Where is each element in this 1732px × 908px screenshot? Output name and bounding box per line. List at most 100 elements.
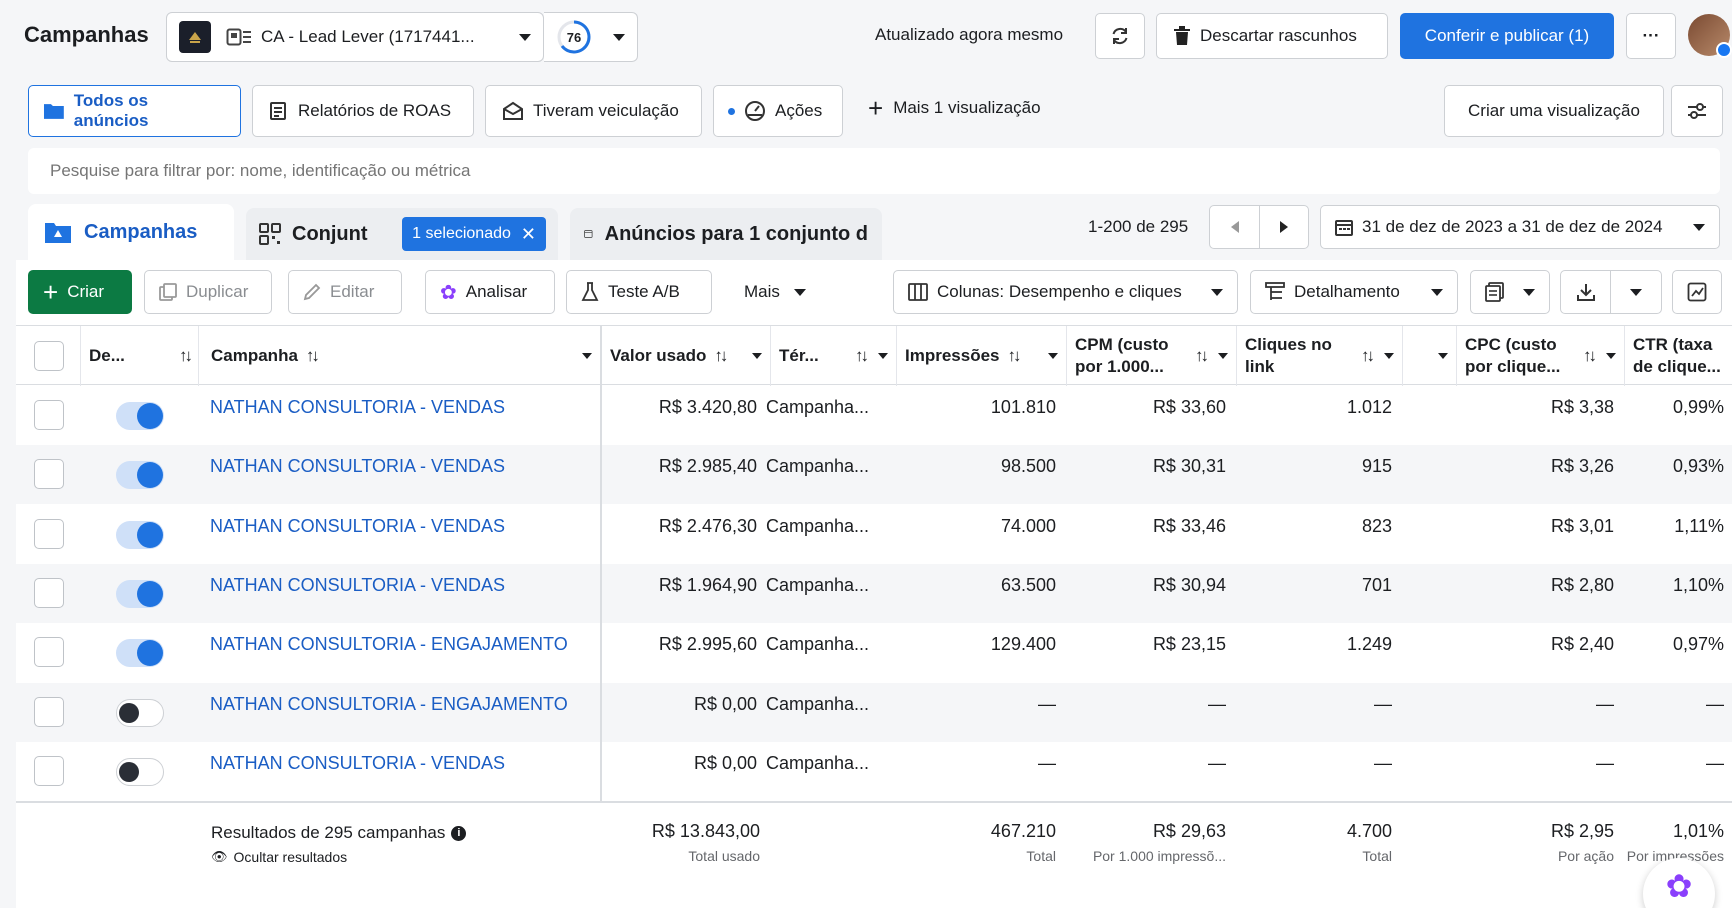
opportunity-score[interactable]: 76 bbox=[544, 12, 638, 62]
campaign-name-link[interactable]: NATHAN CONSULTORIA - VENDAS bbox=[210, 456, 506, 477]
delivery-toggle[interactable] bbox=[116, 579, 164, 608]
tab-ads[interactable]: Anúncios para 1 conjunto d bbox=[570, 208, 882, 260]
duplicate-button[interactable]: Duplicar bbox=[144, 270, 272, 314]
delivery-toggle[interactable] bbox=[116, 402, 164, 430]
ab-test-button[interactable]: Teste A/B bbox=[566, 270, 712, 314]
info-icon[interactable]: i bbox=[451, 825, 467, 841]
view-actions[interactable]: Ações bbox=[713, 85, 843, 137]
chevron-down-icon[interactable] bbox=[1611, 271, 1661, 313]
impressions-cell: — bbox=[1038, 693, 1056, 714]
table-row[interactable]: NATHAN CONSULTORIA - VENDAS R$ 0,00 Campan… bbox=[16, 741, 1732, 801]
row-checkbox[interactable] bbox=[34, 518, 64, 549]
header-link-clicks[interactable]: Cliques no link ↑↓ bbox=[1236, 326, 1402, 386]
charts-button[interactable] bbox=[1672, 270, 1722, 314]
chevron-down-icon bbox=[613, 33, 625, 41]
eye-off-icon: 👁 bbox=[211, 849, 228, 864]
update-status: Atualizado agora mesmo bbox=[875, 25, 1064, 44]
delivery-toggle[interactable] bbox=[116, 757, 164, 786]
end-cell: Campanha... bbox=[766, 693, 870, 714]
view-delivered[interactable]: Tiveram veiculação bbox=[485, 85, 702, 137]
campaign-name-link[interactable]: NATHAN CONSULTORIA - VENDAS bbox=[210, 574, 506, 595]
impressions-cell: 63.500 bbox=[1000, 574, 1056, 595]
create-view-button[interactable]: Criar uma visualização bbox=[1444, 85, 1664, 137]
table-row[interactable]: NATHAN CONSULTORIA - VENDAS R$ 2.985,40 Ca… bbox=[16, 445, 1732, 505]
header-campaign[interactable]: Campanha ↑↓ bbox=[198, 326, 600, 386]
header-end[interactable]: Tér... ↑↓ bbox=[770, 326, 896, 386]
link-clicks-cell: 915 bbox=[1361, 456, 1392, 477]
delivery-toggle[interactable] bbox=[116, 520, 164, 549]
table-row[interactable]: NATHAN CONSULTORIA - VENDAS R$ 1.964,90 Ca… bbox=[16, 563, 1732, 623]
reports-menu-button[interactable] bbox=[1470, 270, 1550, 314]
table-body: NATHAN CONSULTORIA - VENDAS R$ 3.420,80 Ca… bbox=[16, 386, 1732, 801]
cpm-cell: R$ 30,94 bbox=[1152, 574, 1226, 595]
delivery-toggle[interactable] bbox=[116, 461, 164, 490]
export-button[interactable] bbox=[1560, 270, 1662, 314]
search-bar[interactable] bbox=[28, 148, 1720, 194]
search-input[interactable] bbox=[28, 148, 1720, 194]
discard-drafts-button[interactable]: Descartar rascunhos bbox=[1156, 13, 1388, 59]
header-hidden-column[interactable] bbox=[1402, 326, 1456, 386]
account-selector[interactable]: CA - Lead Lever (1717441... bbox=[166, 12, 544, 62]
campaign-name-link[interactable]: NATHAN CONSULTORIA - ENGAJAMENTO bbox=[210, 634, 568, 655]
tab-adsets[interactable]: Conjunt 1 selecionado ✕ bbox=[246, 208, 558, 260]
campaign-name-link[interactable]: NATHAN CONSULTORIA - VENDAS bbox=[210, 752, 506, 773]
more-actions-button[interactable]: Mais bbox=[744, 282, 806, 302]
selected-badge[interactable]: 1 selecionado ✕ bbox=[402, 217, 546, 251]
table-row[interactable]: NATHAN CONSULTORIA - ENGAJAMENTO R$ 0,00 C… bbox=[16, 682, 1732, 742]
row-checkbox[interactable] bbox=[34, 577, 64, 608]
chart-icon bbox=[1687, 282, 1707, 302]
more-options-button[interactable]: ··· bbox=[1626, 13, 1676, 59]
header-spent[interactable]: Valor usado ↑↓ bbox=[600, 326, 770, 386]
view-all-ads-label: Todos os anúncios bbox=[73, 91, 149, 130]
filter-settings-button[interactable] bbox=[1671, 85, 1723, 137]
sliders-icon bbox=[1688, 103, 1706, 119]
adset-grid-icon bbox=[259, 223, 281, 245]
row-checkbox[interactable] bbox=[34, 400, 64, 430]
campaign-name-link[interactable]: NATHAN CONSULTORIA - ENGAJAMENTO bbox=[210, 693, 568, 714]
columns-selector[interactable]: Colunas: Desempenho e cliques bbox=[893, 270, 1238, 314]
view-delivered-label: Tiveram veiculação bbox=[533, 101, 679, 120]
sort-icon: ↑↓ bbox=[855, 346, 869, 365]
ai-assistant-button[interactable]: ✿ bbox=[1643, 858, 1715, 908]
delivery-toggle[interactable] bbox=[116, 698, 164, 727]
table-row[interactable]: NATHAN CONSULTORIA - ENGAJAMENTO R$ 2.995… bbox=[16, 623, 1732, 683]
date-range-picker[interactable]: 31 de dez de 2023 a 31 de dez de 2024 bbox=[1320, 205, 1720, 249]
header-cpm[interactable]: CPM (custo por 1.000... ↑↓ bbox=[1066, 326, 1236, 386]
header-cpc[interactable]: CPC (custo por clique... ↑↓ bbox=[1456, 326, 1624, 386]
chevron-left-icon bbox=[1210, 206, 1260, 248]
close-icon[interactable]: ✕ bbox=[520, 223, 536, 244]
table-row[interactable]: NATHAN CONSULTORIA - VENDAS R$ 3.420,80 Ca… bbox=[16, 386, 1732, 445]
total-cpc: R$ 2,95 Por ação bbox=[1550, 821, 1614, 864]
add-view-button[interactable]: + Mais 1 visualização bbox=[868, 95, 1041, 121]
sort-icon: ↑↓ bbox=[1195, 346, 1209, 365]
breakdown-selector[interactable]: Detalhamento bbox=[1250, 270, 1458, 314]
view-roas-reports[interactable]: Relatórios de ROAS bbox=[252, 85, 474, 137]
row-checkbox[interactable] bbox=[34, 696, 64, 727]
add-view-label: Mais 1 visualização bbox=[893, 98, 1041, 117]
campaign-name-link[interactable]: NATHAN CONSULTORIA - VENDAS bbox=[210, 397, 506, 417]
chevron-right-icon[interactable] bbox=[1260, 206, 1308, 248]
user-avatar[interactable] bbox=[1688, 14, 1732, 58]
row-checkbox[interactable] bbox=[34, 459, 64, 490]
header-ctr[interactable]: CTR (taxa de clique... bbox=[1624, 326, 1732, 386]
create-button[interactable]: + Criar bbox=[28, 270, 132, 314]
campaign-name-link[interactable]: NATHAN CONSULTORIA - VENDAS bbox=[210, 515, 506, 536]
header-impressions[interactable]: Impressões ↑↓ bbox=[896, 326, 1066, 386]
view-all-ads[interactable]: Todos os anúncios bbox=[28, 85, 241, 137]
refresh-button[interactable] bbox=[1095, 13, 1145, 59]
ctr-cell: 0,93% bbox=[1672, 456, 1724, 477]
edit-button[interactable]: Editar bbox=[288, 270, 402, 314]
row-checkbox[interactable] bbox=[34, 637, 64, 668]
table-row[interactable]: NATHAN CONSULTORIA - VENDAS R$ 2.476,30 Ca… bbox=[16, 504, 1732, 564]
review-publish-button[interactable]: Conferir e publicar (1) bbox=[1400, 13, 1614, 59]
select-all-checkbox[interactable] bbox=[34, 341, 64, 371]
tab-campaigns[interactable]: Campanhas bbox=[28, 204, 234, 260]
chevron-down-icon bbox=[1048, 353, 1058, 359]
row-checkbox[interactable] bbox=[34, 755, 64, 786]
chevron-down-icon bbox=[1384, 353, 1394, 359]
delivery-toggle[interactable] bbox=[116, 639, 164, 668]
analyze-button[interactable]: ✿ Analisar bbox=[425, 270, 555, 314]
hide-results-button[interactable]: 👁 Ocultar resultados bbox=[211, 849, 348, 865]
header-delivery[interactable]: De... ↑↓ bbox=[80, 326, 198, 386]
prev-page-button[interactable] bbox=[1209, 205, 1309, 249]
